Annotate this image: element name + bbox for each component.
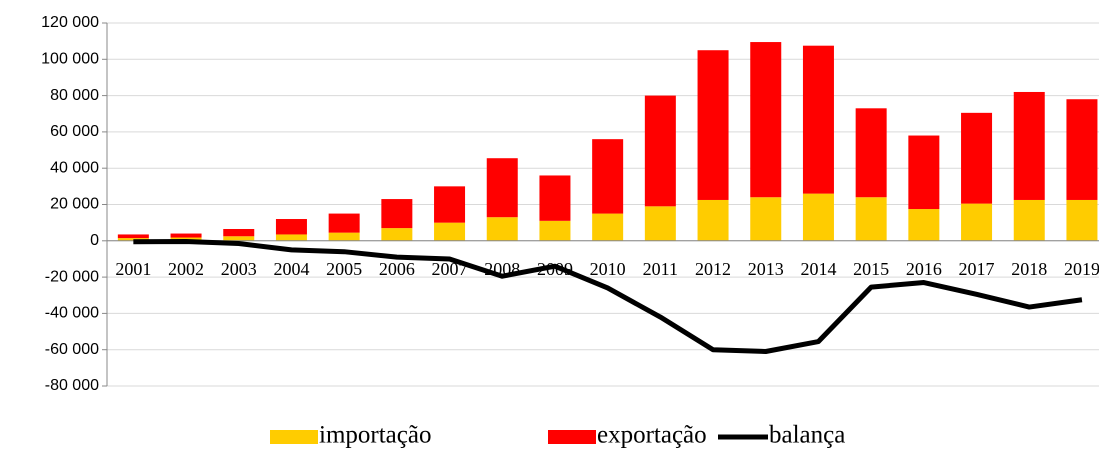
y-tick-label: 0 [90,232,99,249]
x-tick-label: 2011 [643,259,678,279]
bar [275,234,307,241]
line-series [133,239,1083,355]
bar [961,112,993,204]
bar [697,199,729,241]
bar [223,236,255,241]
bar [381,228,413,241]
bar [802,193,834,241]
x-tick-label: 2014 [800,259,836,279]
x-tick-label: 2016 [906,259,942,279]
bar [539,175,571,221]
bar [1066,99,1098,200]
y-tick-label: -40 000 [45,305,99,322]
x-tick-label: 2002 [168,259,204,279]
bar [961,203,993,241]
bar [908,209,940,241]
y-tick-label: -60 000 [45,341,99,358]
legend-swatch [270,430,318,444]
x-tick-label: 2006 [379,259,415,279]
y-tick-label: 100 000 [41,51,99,68]
bar [855,108,887,198]
y-tick-label: -20 000 [45,268,99,285]
bar [170,233,202,238]
bar [434,222,466,241]
x-tick-label: 2005 [326,259,362,279]
y-tick-label: 60 000 [50,123,99,140]
bar [1013,199,1045,241]
x-tick-label: 2010 [590,259,626,279]
bar [381,199,413,229]
bar [1066,199,1098,241]
y-tick-label: -80 000 [45,377,99,394]
bar [644,206,676,241]
x-tick-label: 2019 [1064,259,1099,279]
legend-label: importação [319,422,431,449]
bar [223,229,255,237]
y-tick-label: 20 000 [50,196,99,213]
x-tick-label: 2003 [221,259,257,279]
y-tick-label: 80 000 [50,87,99,104]
legend-label: balança [769,422,845,449]
x-tick-label: 2015 [853,259,889,279]
bar [908,135,940,210]
bar [697,50,729,200]
bar [802,45,834,194]
x-tick-label: 2004 [273,259,309,279]
bar [750,42,782,198]
legend-label: exportação [597,422,707,449]
x-tick-label: 2017 [959,259,995,279]
y-tick-label: 120 000 [41,14,99,31]
bar [539,220,571,241]
x-tick-label: 2012 [695,259,731,279]
bar [328,213,360,233]
bar [855,197,887,241]
bar [750,197,782,241]
bar [592,139,624,214]
bar [592,213,624,241]
bar [486,217,518,241]
y-tick-label: 40 000 [50,159,99,176]
bar [275,219,307,235]
bar [486,158,518,218]
bar [644,95,676,207]
x-tick-label: 2001 [115,259,151,279]
bar [1013,91,1045,200]
bar [434,186,466,223]
bar [328,232,360,241]
bar [117,234,149,239]
x-tick-label: 2018 [1011,259,1047,279]
legend-swatch [548,430,596,444]
x-tick-label: 2009 [537,259,573,279]
x-tick-label: 2013 [748,259,784,279]
